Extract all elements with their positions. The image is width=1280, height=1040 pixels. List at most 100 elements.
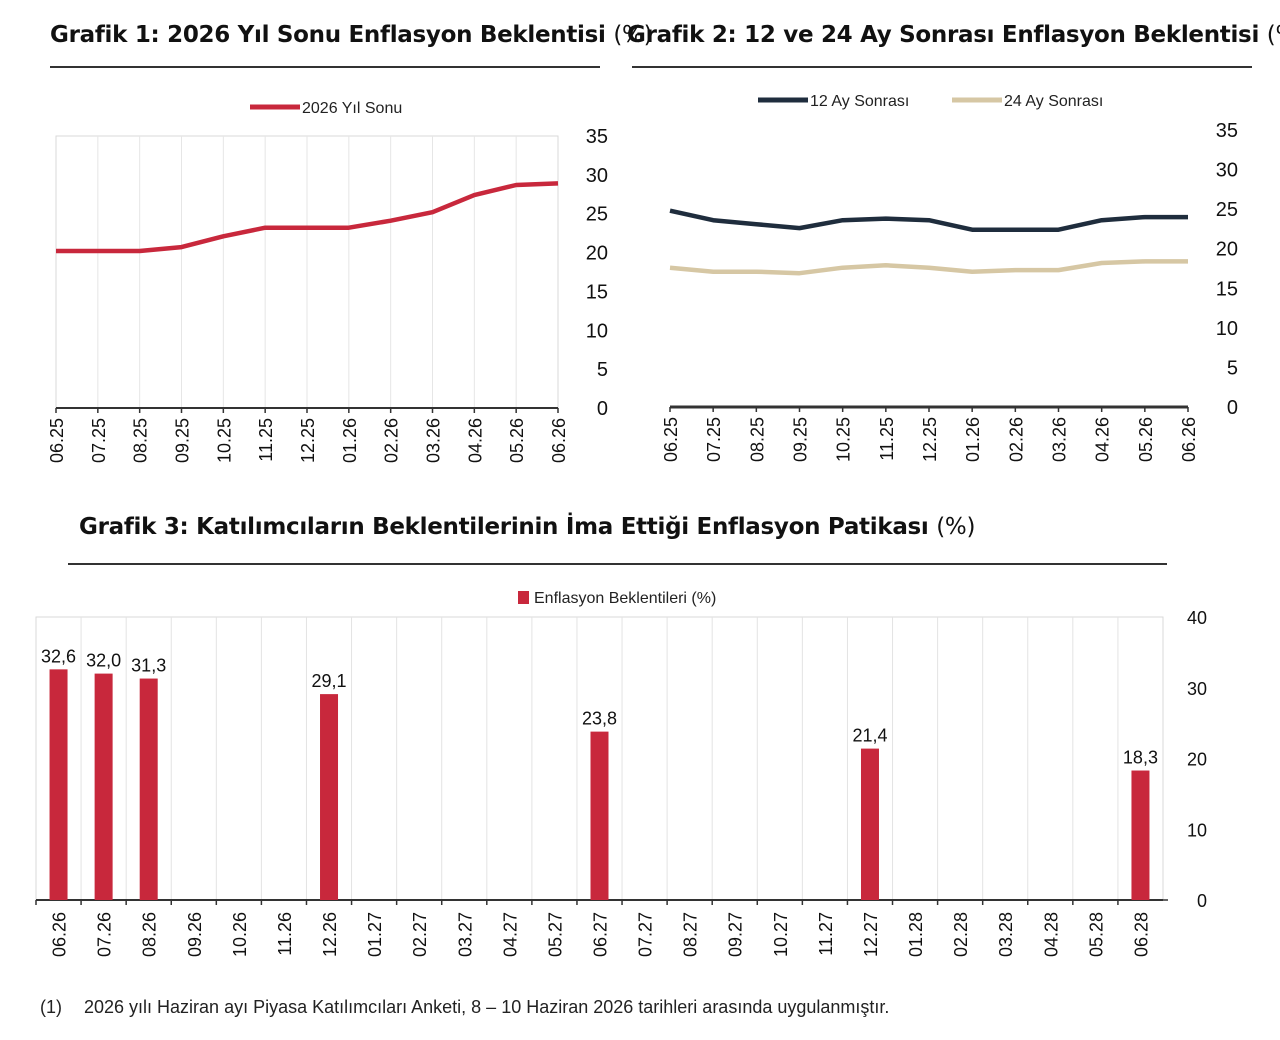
bar-data-label: 18,3 — [1123, 748, 1158, 768]
chart1-title-unit: (%) — [613, 22, 653, 48]
x-tick-label: 06.26 — [50, 912, 70, 957]
x-tick-label: 04.26 — [465, 418, 485, 463]
bar — [1131, 770, 1150, 900]
x-tick-label: 04.27 — [500, 912, 520, 957]
chart2-title: Grafik 2: 12 ve 24 Ay Sonrası Enflasyon … — [627, 22, 1280, 48]
x-tick-label: 10.26 — [230, 912, 250, 957]
x-tick-label: 03.27 — [455, 912, 475, 957]
x-tick-label: 02.28 — [951, 912, 971, 957]
bar — [94, 673, 113, 900]
x-tick-label: 05.28 — [1086, 912, 1106, 957]
x-tick-label: 06.26 — [1179, 417, 1199, 462]
legend-label: Enflasyon Beklentileri (%) — [534, 590, 716, 607]
chart3-title-text: Grafik 3: Katılımcıların Beklentilerinin… — [79, 514, 929, 540]
x-tick-label: 10.25 — [214, 418, 234, 463]
legend-swatch — [518, 591, 529, 604]
y-tick-label: 0 — [1197, 891, 1207, 911]
x-tick-label: 01.28 — [906, 912, 926, 957]
chart2-title-text: Grafik 2: 12 ve 24 Ay Sonrası Enflasyon … — [627, 22, 1260, 48]
y-tick-label: 15 — [1216, 278, 1238, 300]
x-tick-label: 09.25 — [173, 418, 193, 463]
bar-data-label: 32,6 — [41, 646, 76, 666]
footnote: (1) 2026 yılı Haziran ayı Piyasa Katılımc… — [40, 997, 889, 1018]
x-tick-label: 02.26 — [1006, 417, 1026, 462]
y-tick-label: 35 — [1216, 120, 1238, 142]
bar-data-label: 31,3 — [131, 656, 166, 676]
x-tick-label: 01.26 — [963, 417, 983, 462]
y-tick-label: 15 — [586, 281, 608, 303]
x-tick-label: 06.26 — [549, 418, 569, 463]
legend-label: 12 Ay Sonrası — [810, 93, 909, 110]
y-tick-label: 25 — [1216, 199, 1238, 221]
y-tick-label: 20 — [586, 243, 608, 265]
x-tick-label: 06.28 — [1131, 912, 1151, 957]
x-tick-label: 06.25 — [47, 418, 67, 463]
x-tick-label: 07.25 — [89, 418, 109, 463]
bar — [139, 678, 158, 900]
y-tick-label: 10 — [1187, 820, 1207, 840]
x-tick-label: 10.25 — [834, 417, 854, 462]
x-tick-label: 08.27 — [681, 912, 701, 957]
x-tick-label: 03.26 — [424, 418, 444, 463]
bar — [860, 748, 879, 900]
y-tick-label: 10 — [586, 320, 608, 342]
x-tick-label: 08.26 — [140, 912, 160, 957]
x-tick-label: 04.28 — [1041, 912, 1061, 957]
x-tick-label: 11.26 — [275, 912, 295, 956]
y-tick-label: 30 — [586, 165, 608, 187]
x-tick-label: 12.26 — [320, 912, 340, 957]
x-tick-label: 02.27 — [410, 912, 430, 957]
chart1-title-text: Grafik 1: 2026 Yıl Sonu Enflasyon Beklen… — [50, 22, 606, 48]
x-tick-label: 07.27 — [636, 912, 656, 957]
bar — [590, 731, 609, 900]
legend-label: 24 Ay Sonrası — [1004, 93, 1103, 110]
chart1-title-rule — [50, 66, 600, 68]
chart3-title-unit: (%) — [936, 514, 976, 540]
footnote-number: (1) — [40, 997, 62, 1017]
chart3-title: Grafik 3: Katılımcıların Beklentilerinin… — [79, 514, 975, 540]
bar-data-label: 29,1 — [311, 671, 346, 691]
x-tick-label: 05.27 — [545, 912, 565, 957]
x-tick-label: 07.25 — [704, 417, 724, 462]
x-tick-label: 06.25 — [661, 417, 681, 462]
x-tick-label: 05.26 — [507, 418, 527, 463]
y-tick-label: 0 — [1227, 397, 1238, 419]
footnote-text: 2026 yılı Haziran ayı Piyasa Katılımcıla… — [84, 997, 890, 1017]
y-tick-label: 10 — [1216, 318, 1238, 340]
y-tick-label: 5 — [1227, 357, 1238, 379]
chart1-title: Grafik 1: 2026 Yıl Sonu Enflasyon Beklen… — [50, 22, 653, 48]
bar — [320, 694, 339, 900]
x-tick-label: 02.26 — [382, 418, 402, 463]
y-tick-label: 25 — [586, 204, 608, 226]
x-tick-label: 06.27 — [591, 912, 611, 957]
x-tick-label: 05.26 — [1136, 417, 1156, 462]
x-tick-label: 08.25 — [747, 417, 767, 462]
bar — [49, 669, 68, 900]
x-tick-label: 11.27 — [816, 912, 836, 956]
x-tick-label: 01.26 — [340, 418, 360, 463]
x-tick-label: 12.25 — [298, 418, 318, 463]
x-tick-label: 09.27 — [726, 912, 746, 957]
x-tick-label: 12.27 — [861, 912, 881, 957]
chart3-title-rule — [68, 563, 1167, 565]
bar-data-label: 32,0 — [86, 651, 121, 671]
x-tick-label: 12.25 — [920, 417, 940, 462]
y-tick-label: 30 — [1216, 160, 1238, 182]
chart2-title-unit: (%) — [1266, 22, 1280, 48]
x-tick-label: 11.25 — [256, 418, 276, 462]
series-line-0 — [56, 181, 559, 254]
x-tick-label: 01.27 — [365, 912, 385, 957]
x-tick-label: 07.26 — [95, 912, 115, 957]
y-tick-label: 5 — [597, 359, 608, 381]
y-tick-label: 20 — [1187, 750, 1207, 770]
x-tick-label: 09.26 — [185, 912, 205, 957]
x-tick-label: 11.25 — [877, 417, 897, 461]
x-tick-label: 08.25 — [131, 418, 151, 463]
y-tick-label: 0 — [597, 398, 608, 420]
x-tick-label: 09.25 — [791, 417, 811, 462]
y-tick-label: 35 — [586, 126, 608, 148]
bar-data-label: 21,4 — [852, 726, 887, 746]
